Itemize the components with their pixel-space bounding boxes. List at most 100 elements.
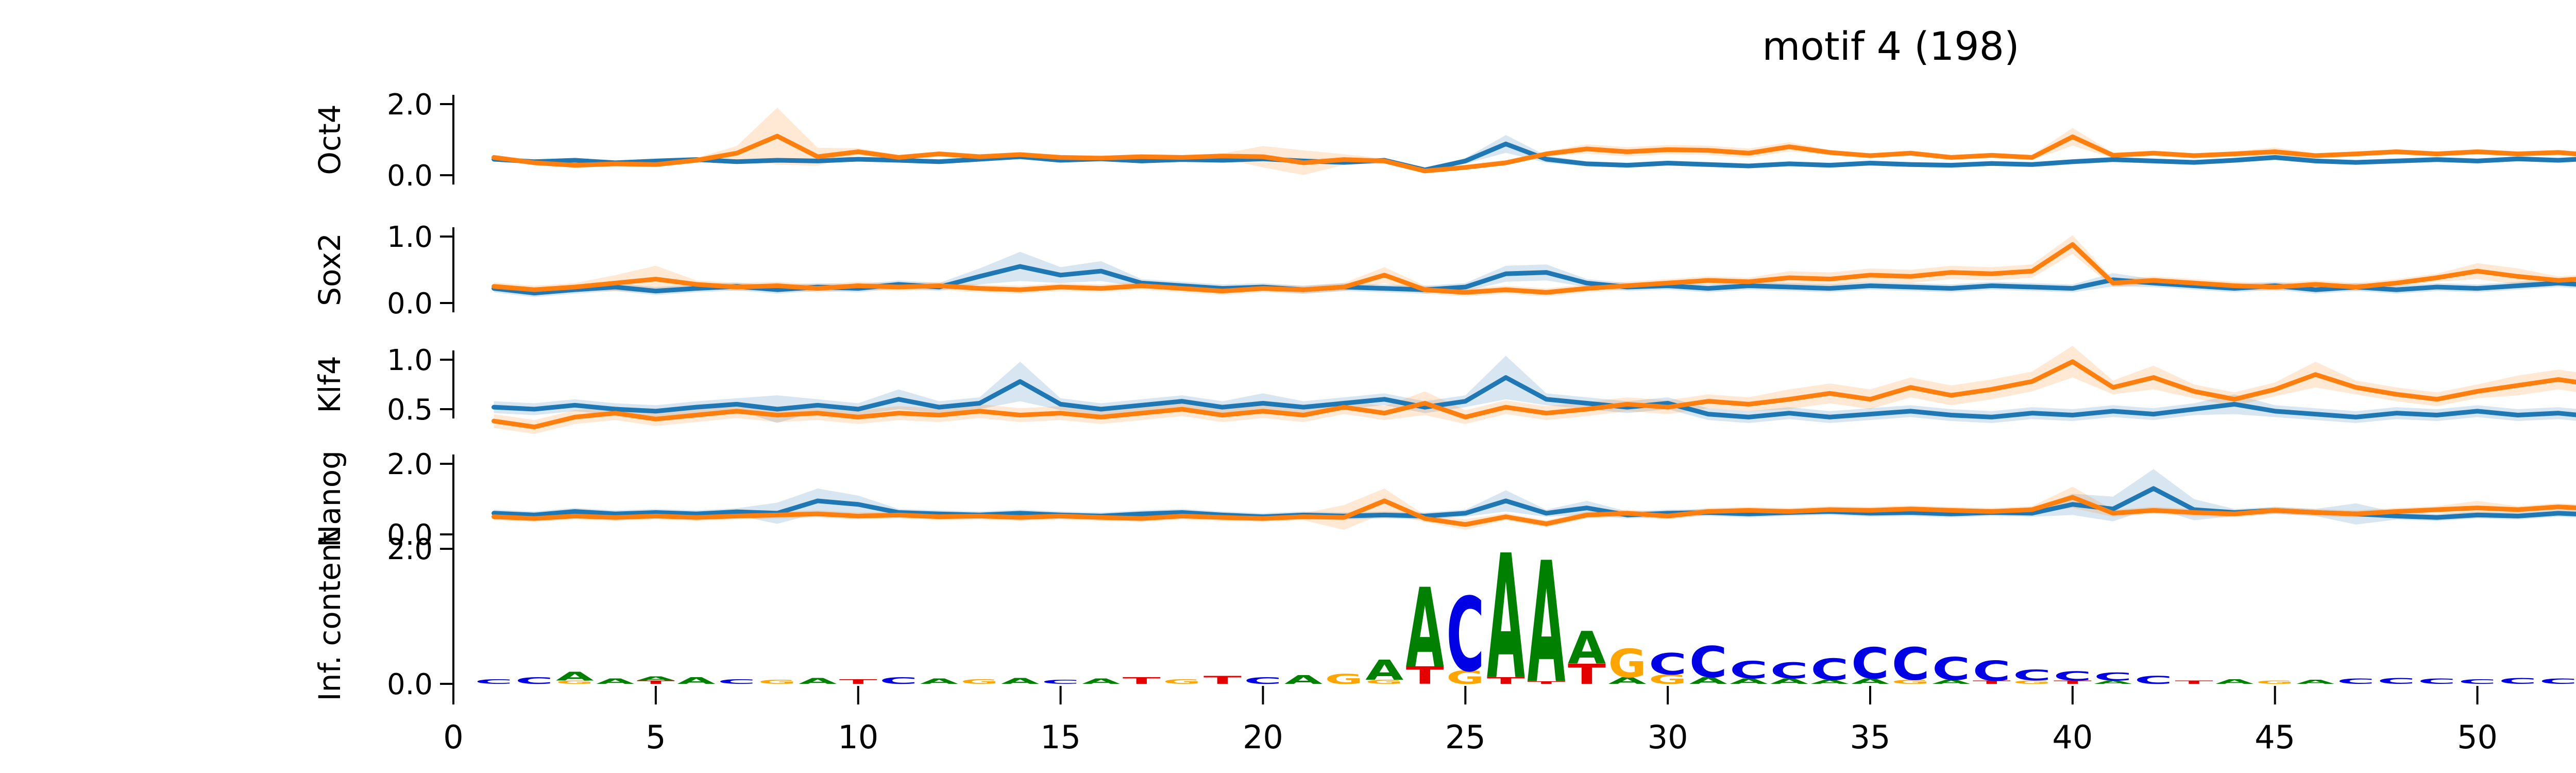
x-tick-label: 40 [2052,718,2093,756]
logo-letter-A: A [1284,673,1323,687]
logo-letter-T: T [1123,675,1161,686]
logo-letter-T: T [1527,680,1565,684]
logo-letter-C: C [2459,678,2497,685]
logo-letter-A: A [1770,677,1808,686]
y-tick-label: 1.0 [387,221,433,254]
confidence-band-track-2 [494,235,2576,297]
x-tick-label: 5 [646,718,666,756]
line-track-1 [492,375,2576,419]
panel-klf4: 1.00.5 [387,344,2576,434]
logo-letter-C: C [1932,650,1970,687]
logo-letter-A: A [920,677,958,686]
panel-sox2: 1.0 0.0 [387,221,2576,321]
logo-letter-C: C [2539,677,2576,686]
y-tick-label: 1.0 [387,344,433,377]
confidence-band-track-1 [494,356,2576,423]
x-tick-label: 0 [443,718,463,756]
panel-oct4: 2.0 0.0 [387,88,2576,193]
x-tick-label: 15 [1040,718,1081,756]
logo-letter-A: A [1001,676,1040,686]
logo-letter-A: A [1406,565,1444,693]
logo-letter-A: A [1568,623,1606,675]
logo-letter-G: G [1163,678,1201,685]
logo-letter-G: G [556,680,594,685]
logo-letter-C: C [718,678,756,685]
logo-letter-C: C [515,675,553,686]
logo-letter-A: A [556,669,594,683]
logo-letter-A: A [1810,679,1849,685]
y-tick-label: 0.0 [387,287,433,321]
logo-letter-C: C [475,678,513,685]
y-tick-label: 2.0 [387,448,433,481]
logo-letter-C: C [1689,637,1727,687]
logo-letter-T: T [1973,680,2011,685]
logo-letter-T: T [839,678,878,685]
line-track-1 [492,264,2576,296]
logo-letter-A: A [799,676,837,686]
line-track-2 [492,495,2576,527]
x-tick-label: 50 [2457,718,2498,756]
line-track-1 [492,141,2576,173]
logo-letter-A: A [637,675,675,682]
y-tick-label: 2.0 [387,533,433,566]
logo-letter-C: C [2499,676,2537,686]
logo-letter-C: C [1244,675,1282,686]
line-track-2 [492,242,2576,295]
logo-letter-G: G [1649,672,1687,687]
logo-letter-A: A [677,675,716,686]
confidence-band-track-1 [494,469,2576,525]
logo-letter-A: A [1082,677,1120,686]
logo-letter-C: C [2377,676,2415,686]
confidence-band-track-2 [494,107,2576,175]
logo-letter-C: C [2094,670,2132,683]
logo-letter-C: C [1892,639,1930,691]
logo-letter-A: A [2215,678,2253,685]
logo-letter-C: C [879,675,918,686]
logo-letter-T: T [1568,658,1606,691]
y-tick-label: 0.0 [387,159,433,193]
logo-letter-T: T [1406,662,1444,690]
logo-letter-G: G [1325,671,1363,687]
logo-letter-C: C [2418,677,2456,686]
logo-letter-A: A [1851,677,1889,686]
logo-letter-C: C [1042,679,1080,685]
x-tick-label: 30 [1648,718,1688,756]
logo-letter-A: A [1365,654,1403,686]
x-tick-label: 10 [838,718,878,756]
logo-letter-A: A [1689,675,1728,686]
logo-letter-G: G [1892,679,1930,685]
logo-letter-T: T [2054,680,2092,685]
x-tick-label: 45 [2255,718,2295,756]
logo-letter-G: G [1608,641,1647,686]
logo-letter-G: G [960,678,998,685]
y-tick-label: 0.0 [387,668,433,701]
logo-letter-C: C [2134,674,2173,686]
figure-title: motif 4 (198) [1762,23,2020,69]
y-tick-label: 0.0 [387,518,433,552]
logo-letter-A: A [596,677,634,686]
logo-letter-C: C [2013,667,2051,684]
x-tick-label: 35 [1850,718,1891,756]
logo-letter-A: A [1608,675,1647,686]
logo-letter-G: G [1446,667,1484,688]
logo-letter-T: T [1487,675,1525,686]
y-tick-label: 2.0 [387,88,433,122]
logo-letter-C: C [2054,668,2092,683]
y-tick-label: 0.5 [387,393,433,427]
logo-letter-A: A [1527,527,1565,721]
logo-letter-T: T [1204,674,1242,686]
logo-letter-A: A [1730,677,1768,686]
logo-letter-C: C [1851,639,1889,688]
line-track-2 [492,133,2576,174]
logo-letter-C: C [1770,658,1808,684]
logo-letter-C: C [1446,576,1484,695]
logo-letter-G: G [758,679,796,685]
logo-letter-T: T [637,680,675,685]
logo-letter-G: G [2256,680,2294,685]
logo-letter-A: A [2094,680,2132,685]
logo-letter-C: C [1973,654,2011,687]
logo-letter-A: A [1487,518,1525,717]
